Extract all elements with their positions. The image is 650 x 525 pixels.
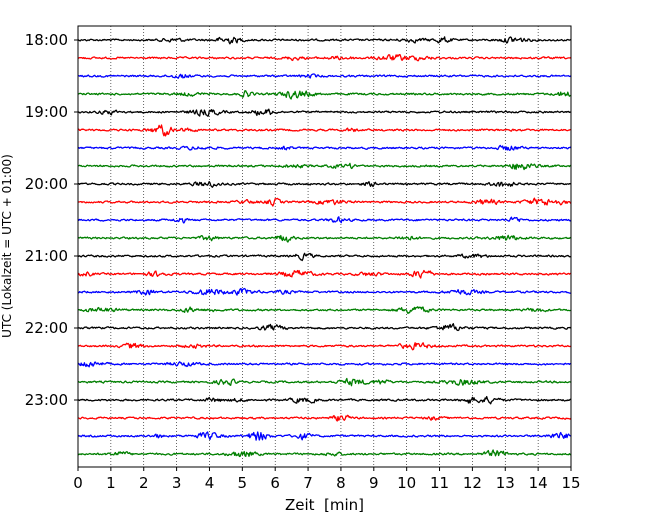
y-tick-label: 21:00 [25,247,68,265]
trace-2015 [77,197,572,207]
x-axis-ticks: 0 1 2 3 4 5 6 7 8 9 10 11 12 13 14 15 [73,467,581,492]
trace-2130 [77,287,572,296]
x-tick-label: 0 [73,474,83,492]
x-tick-label: 1 [106,474,116,492]
trace-2300 [77,395,572,405]
y-tick-label: 20:00 [25,175,68,193]
trace-2200 [77,323,572,332]
x-tick-label: 8 [336,474,346,492]
x-axis-label: Zeit [min] [285,496,364,514]
trace-1900 [77,108,572,117]
trace-1930 [77,144,572,151]
trace-1830 [77,73,572,79]
y-tick-label: 19:00 [25,103,68,121]
trace-1800 [77,36,572,45]
x-tick-label: 5 [238,474,248,492]
trace-1915 [77,124,572,137]
plot-area-background [78,26,571,467]
trace-2030 [77,216,572,224]
x-tick-label: 11 [430,474,449,492]
y-tick-label: 23:00 [25,391,68,409]
trace-2215 [77,342,572,351]
x-tick-label: 3 [172,474,182,492]
x-tick-label: 12 [463,474,482,492]
trace-2315 [78,414,572,422]
trace-2100 [77,252,572,262]
trace-2115 [77,269,572,279]
trace-1845 [77,90,572,100]
y-axis-label: UTC (Lokalzeit = UTC + 01:00) [0,154,14,338]
x-tick-label: 10 [397,474,416,492]
trace-2000 [78,180,572,188]
trace-2230 [77,361,572,368]
x-tick-label: 4 [205,474,215,492]
x-tick-label: 13 [496,474,515,492]
x-tick-label: 9 [369,474,379,492]
x-tick-label: 2 [139,474,149,492]
y-tick-label: 22:00 [25,319,68,337]
y-axis-ticks: 18:00 19:00 20:00 21:00 22:00 23:00 [25,31,78,409]
trace-2145 [78,306,572,315]
trace-2345 [77,449,572,458]
trace-1815 [77,53,572,62]
trace-2330 [77,431,572,441]
seismic-traces [77,36,572,458]
trace-1945 [77,162,572,171]
x-tick-label: 15 [561,474,580,492]
x-tick-label: 6 [270,474,280,492]
trace-2045 [77,234,572,243]
plot-frame [77,25,572,468]
x-tick-label: 14 [529,474,548,492]
trace-2245 [77,377,572,387]
y-tick-label: 18:00 [25,31,68,49]
x-tick-label: 7 [303,474,313,492]
